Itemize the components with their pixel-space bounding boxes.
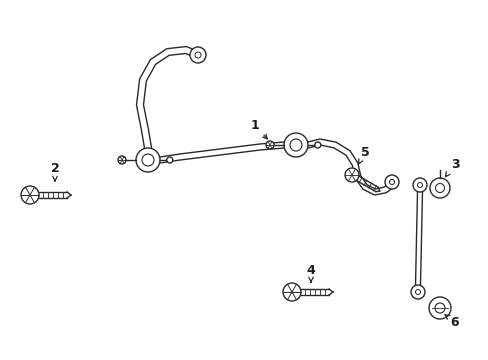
Text: 3: 3 xyxy=(445,158,458,177)
Text: 2: 2 xyxy=(51,162,59,181)
Circle shape xyxy=(284,133,307,157)
Circle shape xyxy=(345,168,358,182)
Circle shape xyxy=(118,156,126,164)
Circle shape xyxy=(429,178,449,198)
Circle shape xyxy=(283,283,301,301)
Text: 6: 6 xyxy=(444,315,458,328)
Circle shape xyxy=(21,186,39,204)
Circle shape xyxy=(265,141,273,149)
Circle shape xyxy=(412,178,426,192)
Circle shape xyxy=(428,297,450,319)
Text: 5: 5 xyxy=(358,145,368,164)
Text: 1: 1 xyxy=(250,118,266,139)
Circle shape xyxy=(384,175,398,189)
Circle shape xyxy=(166,157,172,163)
Circle shape xyxy=(136,148,160,172)
Circle shape xyxy=(314,142,320,148)
Text: 4: 4 xyxy=(306,264,315,282)
Circle shape xyxy=(410,285,424,299)
Circle shape xyxy=(190,47,205,63)
